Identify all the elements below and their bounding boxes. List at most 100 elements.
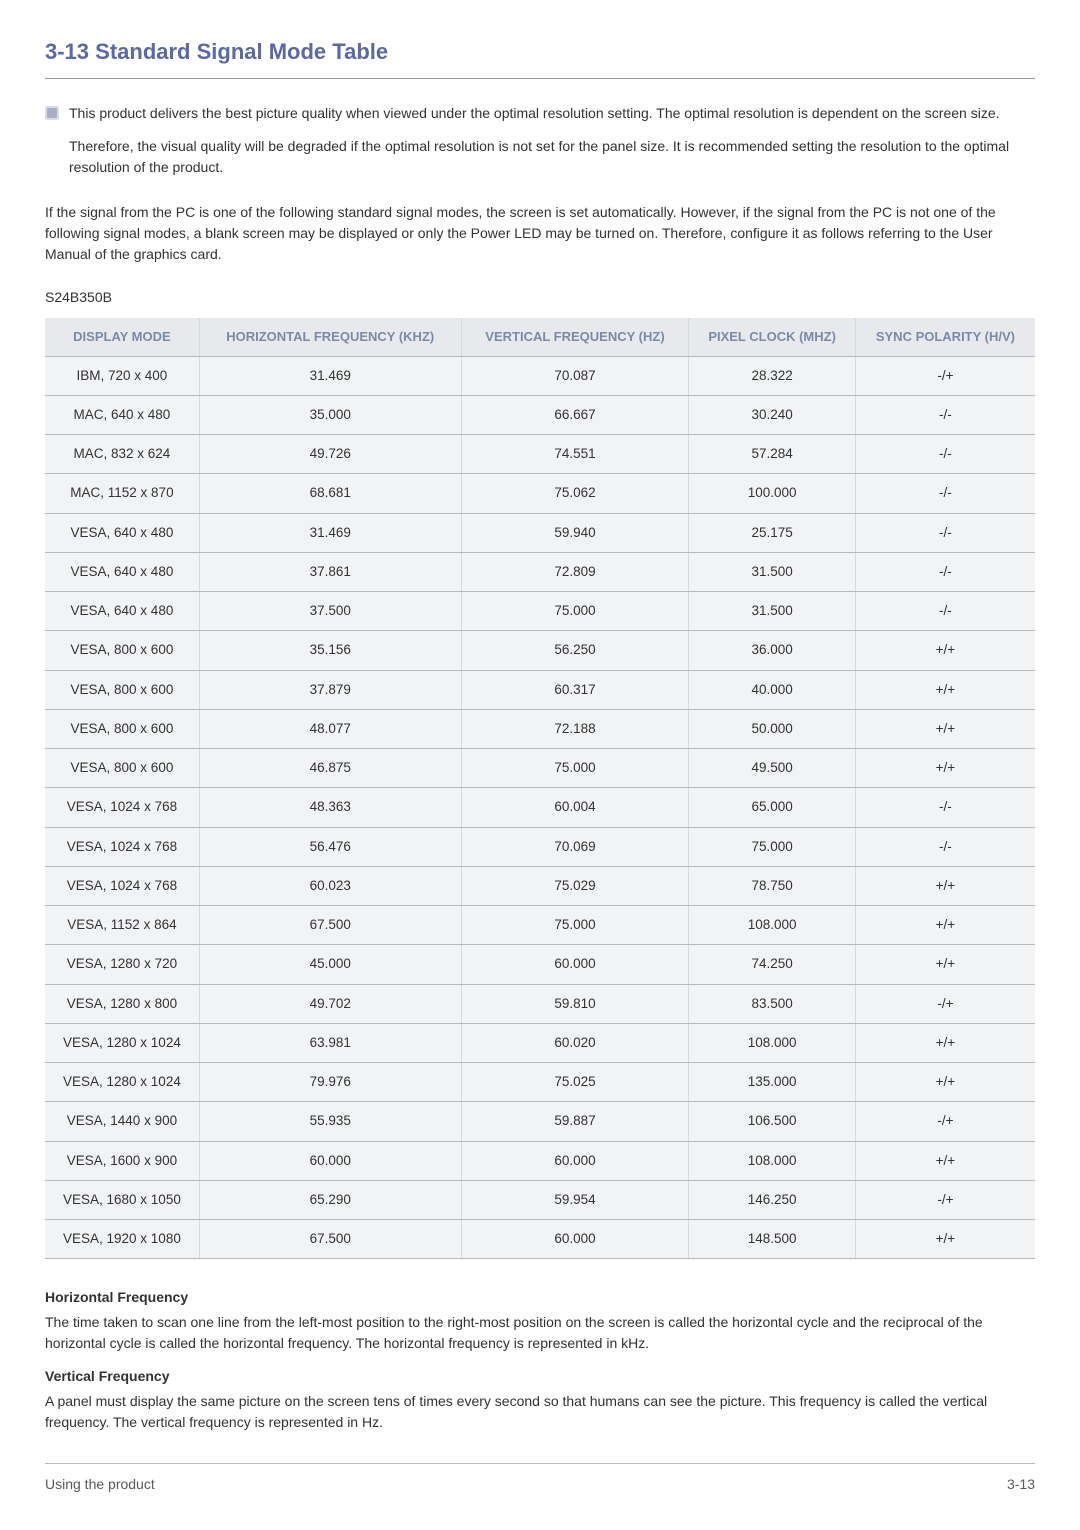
table-cell: 75.000	[461, 749, 689, 788]
section-heading: 3-13 Standard Signal Mode Table	[45, 35, 1035, 79]
table-header-row: DISPLAY MODE HORIZONTAL FREQUENCY (KHZ) …	[45, 318, 1035, 356]
table-cell: +/+	[855, 1220, 1035, 1259]
table-cell: -/-	[855, 552, 1035, 591]
table-cell: VESA, 1280 x 720	[45, 945, 199, 984]
table-cell: -/+	[855, 1180, 1035, 1219]
table-row: VESA, 800 x 60035.15656.25036.000+/+	[45, 631, 1035, 670]
table-cell: 83.500	[689, 984, 855, 1023]
table-cell: 60.000	[461, 945, 689, 984]
table-cell: +/+	[855, 866, 1035, 905]
table-cell: 57.284	[689, 435, 855, 474]
notice-paragraph-2: Therefore, the visual quality will be de…	[69, 136, 1035, 178]
table-cell: VESA, 1440 x 900	[45, 1102, 199, 1141]
table-cell: VESA, 800 x 600	[45, 709, 199, 748]
table-cell: 60.020	[461, 1023, 689, 1062]
col-hfreq: HORIZONTAL FREQUENCY (KHZ)	[199, 318, 461, 356]
table-cell: 30.240	[689, 395, 855, 434]
table-cell: 75.029	[461, 866, 689, 905]
table-cell: +/+	[855, 1141, 1035, 1180]
table-cell: 56.250	[461, 631, 689, 670]
table-cell: 78.750	[689, 866, 855, 905]
table-row: VESA, 1024 x 76848.36360.00465.000-/-	[45, 788, 1035, 827]
table-cell: 31.500	[689, 592, 855, 631]
table-cell: +/+	[855, 631, 1035, 670]
table-cell: 46.875	[199, 749, 461, 788]
table-cell: 35.156	[199, 631, 461, 670]
table-row: VESA, 800 x 60046.87575.00049.500+/+	[45, 749, 1035, 788]
table-cell: 75.000	[461, 906, 689, 945]
table-cell: VESA, 1152 x 864	[45, 906, 199, 945]
table-cell: -/+	[855, 356, 1035, 395]
table-cell: MAC, 640 x 480	[45, 395, 199, 434]
table-cell: 60.004	[461, 788, 689, 827]
table-cell: VESA, 1680 x 1050	[45, 1180, 199, 1219]
table-row: VESA, 1024 x 76856.47670.06975.000-/-	[45, 827, 1035, 866]
col-pixel-clock: PIXEL CLOCK (MHZ)	[689, 318, 855, 356]
table-cell: IBM, 720 x 400	[45, 356, 199, 395]
col-display-mode: DISPLAY MODE	[45, 318, 199, 356]
definitions: Horizontal Frequency The time taken to s…	[45, 1287, 1035, 1433]
table-cell: 75.000	[461, 592, 689, 631]
table-cell: VESA, 1024 x 768	[45, 827, 199, 866]
signal-mode-table: DISPLAY MODE HORIZONTAL FREQUENCY (KHZ) …	[45, 318, 1035, 1259]
table-cell: 48.077	[199, 709, 461, 748]
horizontal-frequency-text: The time taken to scan one line from the…	[45, 1312, 1035, 1354]
table-row: VESA, 1280 x 102463.98160.020108.000+/+	[45, 1023, 1035, 1062]
table-cell: 45.000	[199, 945, 461, 984]
table-cell: 60.000	[461, 1220, 689, 1259]
table-cell: 108.000	[689, 1141, 855, 1180]
col-sync-polarity: SYNC POLARITY (H/V)	[855, 318, 1035, 356]
table-cell: 59.954	[461, 1180, 689, 1219]
table-cell: VESA, 1600 x 900	[45, 1141, 199, 1180]
table-cell: 75.062	[461, 474, 689, 513]
table-row: VESA, 1920 x 108067.50060.000148.500+/+	[45, 1220, 1035, 1259]
table-cell: 100.000	[689, 474, 855, 513]
table-cell: VESA, 1024 x 768	[45, 788, 199, 827]
vertical-frequency-term: Vertical Frequency	[45, 1366, 1035, 1387]
table-cell: +/+	[855, 1063, 1035, 1102]
page-footer: Using the product 3-13	[45, 1463, 1035, 1495]
table-cell: VESA, 1280 x 1024	[45, 1023, 199, 1062]
table-cell: 56.476	[199, 827, 461, 866]
table-cell: 72.809	[461, 552, 689, 591]
table-cell: VESA, 640 x 480	[45, 592, 199, 631]
table-row: MAC, 640 x 48035.00066.66730.240-/-	[45, 395, 1035, 434]
table-cell: 35.000	[199, 395, 461, 434]
table-cell: 75.000	[689, 827, 855, 866]
table-row: VESA, 1600 x 90060.00060.000108.000+/+	[45, 1141, 1035, 1180]
table-cell: VESA, 1280 x 1024	[45, 1063, 199, 1102]
table-row: VESA, 1280 x 102479.97675.025135.000+/+	[45, 1063, 1035, 1102]
table-cell: 63.981	[199, 1023, 461, 1062]
table-cell: 28.322	[689, 356, 855, 395]
table-cell: 37.861	[199, 552, 461, 591]
table-cell: 70.069	[461, 827, 689, 866]
table-row: MAC, 1152 x 87068.68175.062100.000-/-	[45, 474, 1035, 513]
table-row: IBM, 720 x 40031.46970.08728.322-/+	[45, 356, 1035, 395]
table-cell: 40.000	[689, 670, 855, 709]
table-cell: 59.940	[461, 513, 689, 552]
table-cell: 59.887	[461, 1102, 689, 1141]
table-cell: 37.879	[199, 670, 461, 709]
signal-paragraph: If the signal from the PC is one of the …	[45, 202, 1035, 265]
table-cell: 108.000	[689, 1023, 855, 1062]
table-cell: VESA, 800 x 600	[45, 749, 199, 788]
table-cell: -/-	[855, 474, 1035, 513]
table-cell: 135.000	[689, 1063, 855, 1102]
table-cell: 70.087	[461, 356, 689, 395]
table-cell: VESA, 640 x 480	[45, 552, 199, 591]
table-cell: 48.363	[199, 788, 461, 827]
info-icon	[45, 105, 59, 190]
col-vfreq: VERTICAL FREQUENCY (HZ)	[461, 318, 689, 356]
footer-right: 3-13	[1007, 1474, 1035, 1495]
table-cell: 108.000	[689, 906, 855, 945]
table-row: VESA, 1680 x 105065.29059.954146.250-/+	[45, 1180, 1035, 1219]
footer-left: Using the product	[45, 1474, 155, 1495]
table-cell: 31.500	[689, 552, 855, 591]
table-row: VESA, 640 x 48037.50075.00031.500-/-	[45, 592, 1035, 631]
table-cell: MAC, 832 x 624	[45, 435, 199, 474]
table-cell: 68.681	[199, 474, 461, 513]
table-cell: +/+	[855, 670, 1035, 709]
table-cell: MAC, 1152 x 870	[45, 474, 199, 513]
table-cell: 60.317	[461, 670, 689, 709]
table-cell: -/+	[855, 1102, 1035, 1141]
